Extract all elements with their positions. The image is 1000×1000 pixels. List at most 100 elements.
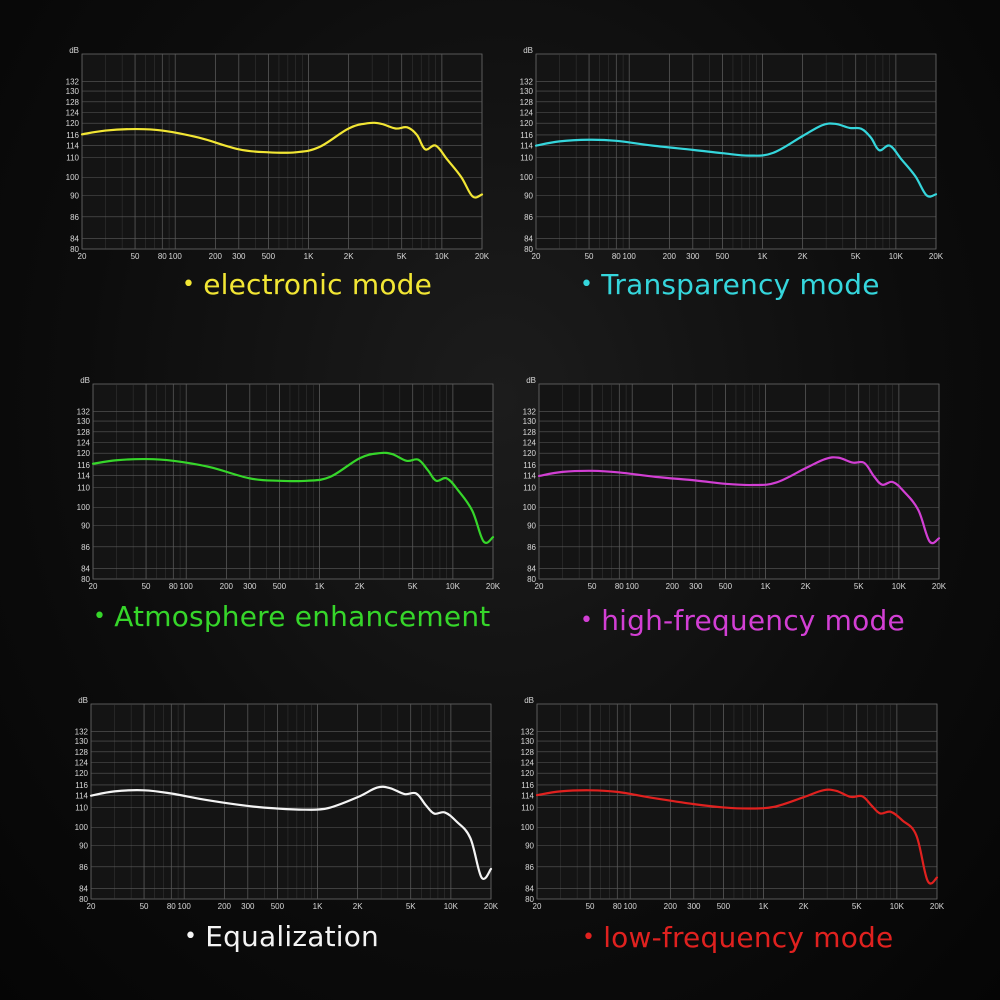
major-gridlines [90,704,492,899]
x-tick-label: 20K [929,252,944,261]
y-tick-label: 124 [523,439,537,448]
x-tick-label: 80 [613,902,622,911]
y-tick-label: 84 [79,884,88,893]
x-tick-label: 200 [666,582,680,591]
y-tick-label: 114 [66,142,79,151]
x-tick-label: 200 [209,252,223,261]
y-tick-label: 130 [520,87,534,96]
x-tick-label: 20 [533,902,542,911]
plot-area [536,703,938,900]
y-tick-label: 84 [527,564,536,573]
x-tick-label: 100 [626,582,640,591]
x-tick-label: 500 [262,252,276,261]
y-gridlines [537,730,937,900]
x-tick-label: 300 [241,902,255,911]
caption-bullet: • [182,271,196,297]
x-tick-label: 300 [689,582,703,591]
y-tick-label: 124 [75,759,89,768]
caption-text: Transparency mode [601,268,880,301]
x-tick-label: 50 [131,252,140,261]
frequency-response-line [80,121,484,199]
x-tick-label: 2K [353,902,363,911]
x-tick-label: 1K [313,902,323,911]
y-tick-label: 86 [525,863,534,872]
x-tick-label: 10K [446,582,461,591]
x-tick-label: 300 [686,252,700,261]
y-tick-label: 120 [521,769,535,778]
fr-chart-atmosphere-enhancement: 132 130 128 124 120 116 114 110 100 90 86 84 80 dB 20 5… [77,374,501,591]
y-tick-label: 116 [66,131,79,140]
caption-high-frequency-mode: • high-frequency mode [580,604,905,637]
y-tick-label: 114 [520,142,533,151]
x-tick-label: 5K [852,902,862,911]
x-tick-label: 2K [801,582,811,591]
x-tick-label: 200 [220,582,234,591]
x-tick-label: 20 [78,252,87,261]
fr-chart-transparency-mode: 132 130 128 124 120 116 114 110 100 90 86 84 80 dB 20 5… [520,44,944,261]
y-tick-label: 120 [77,449,91,458]
y-tick-label: 130 [77,417,91,426]
y-tick-label: 120 [75,769,89,778]
y-tick-label: 124 [77,439,91,448]
caption-bullet: • [582,924,596,950]
y-tick-label: 132 [523,407,537,416]
y-tick-label: 84 [70,234,79,243]
y-tick-label: 80 [79,895,88,904]
y-tick-label: 120 [66,119,80,128]
major-gridlines [536,704,938,899]
x-tick-label: 1K [315,582,325,591]
caption-bullet: • [184,923,198,949]
caption-low-frequency-mode: • low-frequency mode [582,921,893,954]
x-tick-label: 100 [178,902,192,911]
x-tick-label: 500 [717,902,731,911]
y-tick-label: 116 [523,461,536,470]
y-tick-label: 86 [524,213,533,222]
x-tick-label: 100 [624,902,638,911]
x-tick-label: 10K [435,252,450,261]
x-tick-label: 20 [89,582,98,591]
x-tick-label: 20 [535,582,544,591]
x-tick-label: 200 [218,902,232,911]
x-tick-label: 80 [158,252,167,261]
y-tick-label: 132 [521,727,535,736]
x-tick-label: 80 [167,902,176,911]
x-tick-label: 100 [169,252,183,261]
x-tick-label: 5K [851,252,861,261]
y-axis-label: dB [69,46,79,55]
y-tick-label: 124 [66,109,80,118]
y-tick-label: 110 [521,804,534,813]
y-axis-label: dB [524,696,534,705]
major-gridlines [92,384,494,579]
fr-chart-electronic-mode: 132 130 128 124 120 116 114 110 100 90 86 84 80 dB 20 5… [66,44,490,261]
x-tick-label: 10K [889,252,904,261]
y-tick-label: 114 [77,472,90,481]
y-tick-label: 116 [520,131,533,140]
y-tick-label: 90 [525,841,534,850]
plot-area [535,53,937,250]
caption-text: low-frequency mode [603,921,894,954]
y-tick-label: 84 [525,884,534,893]
frequency-response-line [535,788,939,885]
y-tick-label: 90 [81,521,90,530]
x-tick-label: 20K [932,582,947,591]
caption-text: electronic mode [203,268,433,301]
caption-text: Equalization [205,920,380,953]
fr-chart-equalization: 132 130 128 124 120 116 114 110 100 90 86 84 80 dB 20 5… [75,694,499,911]
x-tick-label: 80 [169,582,178,591]
y-tick-label: 114 [75,792,88,801]
fr-chart-low-frequency-mode: 132 130 128 124 120 116 114 110 100 90 86 84 80 dB 20 5… [521,694,945,911]
caption-bullet: • [580,607,594,633]
y-tick-label: 84 [81,564,90,573]
y-tick-label: 100 [77,503,91,512]
y-tick-label: 128 [75,748,89,757]
y-tick-label: 130 [523,417,537,426]
x-tick-label: 500 [271,902,285,911]
caption-atmosphere-enhancement: • Atmosphere enhancement [93,600,490,633]
caption-equalization: • Equalization [184,920,379,953]
x-tick-label: 80 [615,582,624,591]
x-tick-label: 300 [243,582,257,591]
